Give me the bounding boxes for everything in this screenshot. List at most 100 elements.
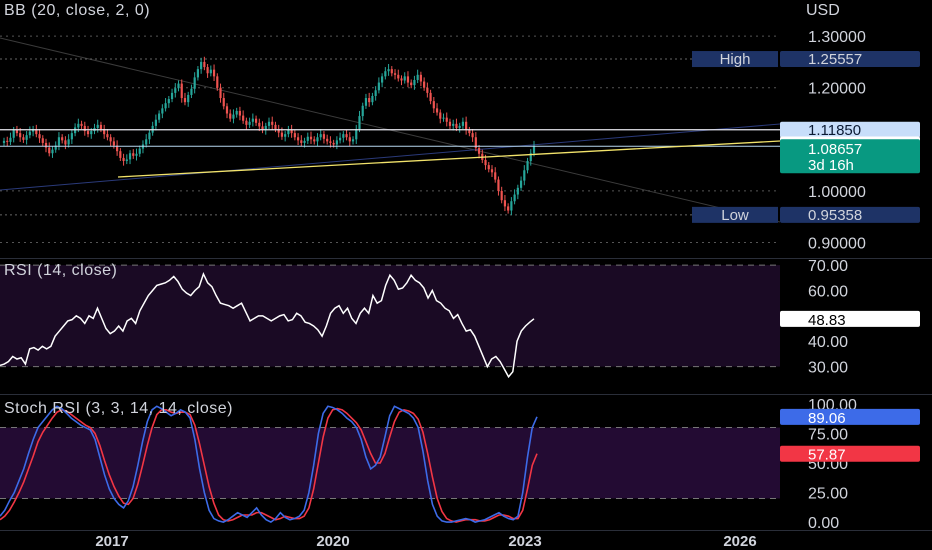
candle-body xyxy=(203,61,206,68)
bb-upper-tag: 1.11850 xyxy=(780,121,920,139)
candle-body xyxy=(274,124,277,129)
candle-body xyxy=(248,121,251,125)
rsi-tick-label: 60.00 xyxy=(808,283,848,300)
candle-body xyxy=(300,140,303,143)
bb-upper-tag-value: 1.11850 xyxy=(808,122,861,139)
candle-body xyxy=(90,131,93,135)
candle-body xyxy=(200,61,203,70)
candle-body xyxy=(251,118,254,122)
candle-body xyxy=(319,134,322,138)
candle-body xyxy=(296,137,300,141)
candle-body xyxy=(122,157,125,161)
time-tick-label: 2023 xyxy=(508,533,541,550)
candle-body xyxy=(335,140,338,145)
high-tag: High 1.25557 xyxy=(692,51,920,68)
candle-body xyxy=(209,69,212,74)
stoch-rsi-title: Stoch RSI (3, 3, 14, 14, close) xyxy=(4,400,233,417)
candle-body xyxy=(293,133,296,138)
candle-body xyxy=(193,77,196,89)
price-tick-label: 1.20000 xyxy=(808,81,866,98)
rsi-title: RSI (14, close) xyxy=(4,262,118,279)
candle-body xyxy=(212,69,216,77)
candle-body xyxy=(371,95,374,103)
candle-body xyxy=(242,115,245,121)
candle-body xyxy=(322,134,326,139)
stoch-d-line xyxy=(0,407,538,523)
candle-body xyxy=(497,179,500,191)
candle-body xyxy=(132,153,135,156)
price-tick-label: 1.00000 xyxy=(808,184,866,201)
candle-body xyxy=(361,105,364,117)
candle-body xyxy=(180,83,183,99)
candle-body xyxy=(458,125,461,128)
candle-body xyxy=(148,132,151,140)
candle-body xyxy=(6,140,9,142)
candle-body xyxy=(222,98,225,107)
trend-line xyxy=(117,140,781,178)
candle-body xyxy=(167,99,170,104)
candle-body xyxy=(48,147,51,154)
candle-body xyxy=(490,169,494,173)
low-tag: Low 0.95358 xyxy=(692,206,920,224)
candle-body xyxy=(161,108,164,114)
candle-body xyxy=(183,98,187,103)
stoch-tick-label: 0.00 xyxy=(808,515,839,532)
price-tick-label: 1.30000 xyxy=(808,29,866,46)
candle-body xyxy=(374,90,377,96)
low-tag-value: 0.95358 xyxy=(808,207,862,224)
candle-body xyxy=(290,130,293,134)
candle-body xyxy=(83,125,86,132)
candle-body xyxy=(426,87,429,93)
candle-body xyxy=(400,78,403,81)
candle-body xyxy=(164,103,167,109)
candle-body xyxy=(258,122,261,127)
candle-body xyxy=(332,142,335,145)
candle-body xyxy=(70,133,73,140)
candle-body xyxy=(435,108,439,113)
candle-body xyxy=(177,83,180,89)
high-tag-label: High xyxy=(720,51,751,68)
candle-body xyxy=(413,79,416,86)
candle-body xyxy=(86,131,90,135)
last-price-bg xyxy=(780,139,920,174)
candle-body xyxy=(513,194,516,202)
bar-countdown: 3d 16h xyxy=(808,157,854,174)
candle-body xyxy=(503,200,507,207)
candle-body xyxy=(338,137,342,141)
candle-body xyxy=(235,110,238,115)
rsi-line xyxy=(0,271,535,379)
candle-body xyxy=(2,140,6,143)
stoch-tick-label: 75.00 xyxy=(808,426,848,443)
price-tick-label: 0.90000 xyxy=(808,236,866,253)
candle-body xyxy=(216,76,219,88)
stoch-k-line xyxy=(0,405,538,524)
candle-body xyxy=(416,74,419,80)
candle-body xyxy=(238,110,242,116)
candle-body xyxy=(206,67,209,74)
candle-body xyxy=(452,123,455,126)
candle-body xyxy=(119,151,122,158)
candle-body xyxy=(57,137,61,146)
rsi-tick-label: 70.00 xyxy=(808,258,848,275)
candle-body xyxy=(494,172,497,180)
candle-body xyxy=(465,121,468,131)
candle-body xyxy=(15,130,19,134)
candle-body xyxy=(342,134,345,138)
candle-body xyxy=(326,138,329,142)
candle-body xyxy=(99,124,103,129)
high-tag-bg xyxy=(780,51,920,68)
candle-body xyxy=(381,76,384,83)
candle-body xyxy=(507,206,510,211)
candle-body xyxy=(284,134,287,137)
candle-body xyxy=(158,113,161,120)
candle-body xyxy=(116,145,119,152)
candle-body xyxy=(526,160,529,171)
candle-body xyxy=(351,139,355,142)
high-tag-value: 1.25557 xyxy=(808,51,862,68)
stoch-tick-label: 25.00 xyxy=(808,486,848,503)
candle-body xyxy=(51,149,54,154)
candle-body xyxy=(280,132,284,137)
candle-body xyxy=(187,94,190,103)
candle-body xyxy=(432,101,435,109)
